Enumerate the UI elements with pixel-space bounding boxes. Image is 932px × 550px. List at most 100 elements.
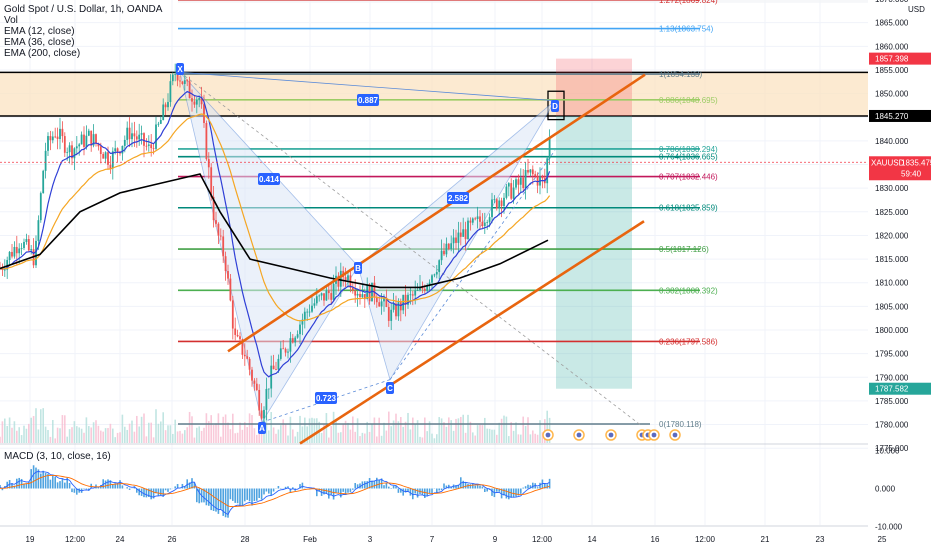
price-tick-label: 1775.000 bbox=[875, 444, 909, 453]
candle-body bbox=[95, 134, 97, 144]
volume-bar bbox=[23, 425, 25, 443]
macd-histogram-bar bbox=[520, 488, 522, 494]
macd-histogram-bar bbox=[328, 488, 330, 499]
candle-body bbox=[383, 297, 385, 302]
candle-body bbox=[111, 151, 114, 169]
macd-histogram-bar bbox=[400, 488, 402, 493]
ratio-label-bg bbox=[315, 392, 337, 404]
candle-body bbox=[222, 236, 225, 257]
price-tick-label: 1800.000 bbox=[875, 326, 909, 335]
time-tick-label: 25 bbox=[878, 535, 887, 544]
volume-bar bbox=[136, 415, 138, 443]
candle-body bbox=[467, 220, 469, 240]
macd-histogram-bar bbox=[18, 477, 20, 489]
macd-histogram-bar bbox=[212, 488, 215, 511]
volume-bar bbox=[188, 411, 191, 443]
volume-bar bbox=[455, 418, 457, 443]
candle-body bbox=[491, 199, 493, 218]
macd-histogram-bar bbox=[143, 488, 145, 498]
volume-bar bbox=[443, 422, 445, 443]
volume-bar bbox=[414, 424, 416, 443]
candle-body bbox=[193, 101, 196, 105]
indicator-vol[interactable]: Vol bbox=[4, 15, 18, 26]
candle-body bbox=[27, 239, 30, 251]
volume-bar bbox=[18, 427, 20, 443]
volume-bar bbox=[16, 430, 18, 443]
volume-bar bbox=[407, 412, 409, 443]
time-tick-label: 14 bbox=[588, 535, 597, 544]
volume-bar bbox=[0, 436, 1, 443]
macd-histogram-bar bbox=[205, 488, 208, 506]
time-axis[interactable]: 19 12:00 24 26 28 Feb 3 7 9 12:00 14 16 12:00 21 23 25 bbox=[26, 535, 887, 544]
volume-bar bbox=[296, 431, 299, 443]
macd-histogram-bar bbox=[162, 488, 164, 497]
macd-histogram-bar bbox=[426, 488, 428, 497]
candle-body bbox=[447, 243, 450, 250]
harmonic-point-b: B bbox=[354, 262, 362, 274]
macd-histogram-bar bbox=[258, 488, 260, 499]
indicator-ema36[interactable]: EMA (36, close) bbox=[4, 37, 75, 48]
volume-bar bbox=[402, 426, 404, 443]
macd-histogram-bar bbox=[414, 488, 416, 494]
volume-bar bbox=[64, 415, 66, 443]
candle-body bbox=[361, 294, 364, 298]
volume-bar bbox=[224, 414, 227, 443]
volume-bar bbox=[104, 428, 107, 443]
candle-body bbox=[203, 104, 205, 123]
candle-body bbox=[51, 136, 54, 141]
candle-body bbox=[421, 286, 424, 289]
candle-body bbox=[440, 250, 443, 261]
macd-histogram-bar bbox=[78, 488, 80, 493]
macd-histogram-bar bbox=[299, 484, 301, 489]
volume-bar bbox=[462, 414, 464, 443]
macd-legend[interactable]: MACD (3, 10, close, 16) bbox=[4, 451, 111, 462]
candle-body bbox=[318, 295, 321, 297]
volume-bar bbox=[505, 416, 508, 443]
volume-bar bbox=[546, 410, 548, 443]
macd-histogram-bar bbox=[54, 476, 56, 489]
volume-bar bbox=[227, 422, 229, 443]
volume-bar bbox=[532, 430, 534, 443]
volume-bar bbox=[208, 421, 210, 443]
macd-histogram-bar bbox=[155, 488, 157, 494]
price-tick-label: 1855.000 bbox=[875, 66, 909, 75]
candle-body bbox=[92, 134, 95, 146]
macd-histogram-bar bbox=[496, 488, 498, 492]
indicator-ema12[interactable]: EMA (12, close) bbox=[4, 26, 75, 37]
volume-bar bbox=[464, 432, 467, 443]
price-tick-label: 1850.000 bbox=[875, 90, 909, 99]
macd-histogram-bar bbox=[157, 488, 160, 496]
volume-bar bbox=[107, 428, 109, 443]
candle-body bbox=[169, 81, 172, 103]
candle-body bbox=[308, 311, 311, 313]
macd-histogram-bar bbox=[436, 488, 438, 493]
macd-histogram-bar bbox=[527, 484, 529, 489]
price-tick-label: 1790.000 bbox=[875, 373, 909, 382]
macd-histogram-bar bbox=[344, 488, 347, 495]
price-tick-label: 1840.000 bbox=[875, 137, 909, 146]
volume-bar bbox=[320, 432, 323, 443]
macd-histogram-bar bbox=[541, 479, 544, 489]
ratio-label-bg bbox=[357, 94, 379, 106]
harmonic-point-x: X bbox=[176, 63, 184, 75]
event-flag-icon bbox=[545, 432, 551, 438]
volume-bar bbox=[330, 426, 332, 443]
macd-histogram-bar bbox=[464, 482, 467, 489]
candle-body bbox=[102, 154, 105, 159]
volume-bar bbox=[299, 415, 301, 443]
volume-bar bbox=[347, 422, 349, 443]
candle-body bbox=[423, 288, 426, 291]
volume-bar bbox=[160, 421, 162, 443]
macd-histogram-bar bbox=[301, 482, 304, 489]
candle-body bbox=[30, 249, 33, 251]
candle-body bbox=[275, 369, 277, 370]
candle-body bbox=[116, 148, 119, 152]
fib-label: 1.272(1869.824) bbox=[659, 0, 718, 5]
harmonic-point-x-bg bbox=[176, 63, 184, 75]
volume-bar bbox=[61, 415, 64, 443]
indicator-ema200[interactable]: EMA (200, close) bbox=[4, 48, 81, 59]
macd-histogram-bar bbox=[522, 487, 524, 489]
candle-body bbox=[414, 290, 417, 296]
